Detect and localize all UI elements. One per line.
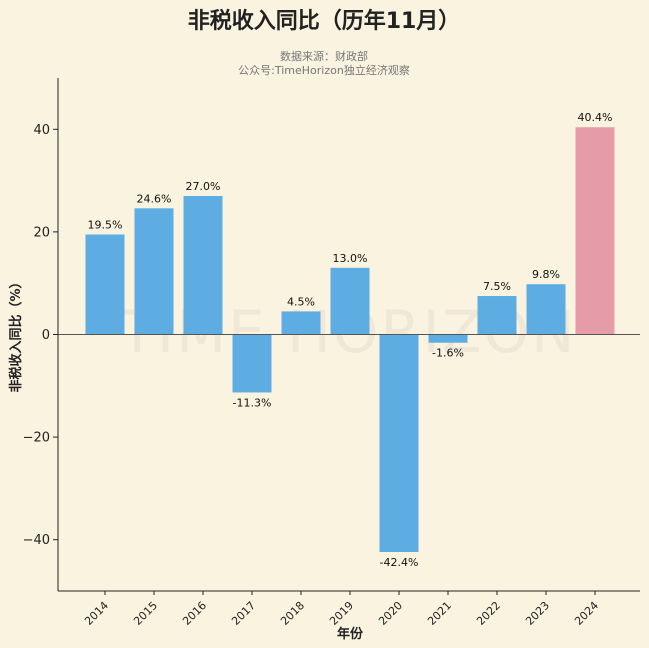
bar-2023 <box>526 284 566 335</box>
data-label-2021: -1.6% <box>432 347 464 360</box>
data-label-2016: 27.0% <box>186 180 221 193</box>
bar-2020 <box>379 334 419 553</box>
data-label-2022: 7.5% <box>483 280 511 293</box>
x-tick-label-2019: 2019 <box>327 599 356 628</box>
chart-subtitle-account: 公众号:TimeHorizon独立经济观察 <box>238 63 410 77</box>
x-tick-label-2017: 2017 <box>229 599 258 628</box>
chart-title: 非税收入同比（历年11月） <box>188 8 461 34</box>
bar-2018 <box>281 311 321 335</box>
bar-group <box>85 127 615 553</box>
bar-2022 <box>477 296 517 335</box>
x-tick-label-2023: 2023 <box>523 599 552 628</box>
x-tick-label-2015: 2015 <box>131 599 160 628</box>
data-label-2020: -42.4% <box>380 556 419 569</box>
y-tick-label: 0 <box>42 328 50 343</box>
chart-subtitle-source: 数据来源：财政部 <box>280 49 368 63</box>
x-axis-label: 年份 <box>337 626 364 642</box>
bar-2021 <box>428 334 468 343</box>
data-label-2014: 19.5% <box>88 218 123 231</box>
bar-2019 <box>330 267 370 335</box>
y-tick-label: 20 <box>33 225 50 240</box>
x-tick-label-2014: 2014 <box>82 599 111 628</box>
x-tick-group: 2014 2015 2016 2017 2018 2019 2020 2021 2022 2023… <box>82 591 601 628</box>
x-tick-label-2022: 2022 <box>474 599 503 628</box>
plot-area: TIME HORIZON 19.5%24.6%27.0%-11.3%4.5%13… <box>23 78 640 628</box>
x-tick-label-2020: 2020 <box>376 599 405 628</box>
bar-2015 <box>134 208 174 335</box>
bar-2024 <box>575 127 615 335</box>
data-label-2015: 24.6% <box>137 192 172 205</box>
bar-2014 <box>85 234 125 335</box>
y-tick-label: −40 <box>23 533 50 548</box>
y-axis-label: 非税收入同比（%） <box>8 275 24 392</box>
y-tick-label: −20 <box>23 431 50 446</box>
x-tick-label-2018: 2018 <box>278 599 307 628</box>
y-tick-label: 40 <box>33 123 50 138</box>
data-label-2024: 40.4% <box>578 111 613 124</box>
x-tick-label-2016: 2016 <box>180 599 209 628</box>
y-tick-group: −40 −20 0 20 40 <box>23 123 58 548</box>
bar-2016 <box>183 195 223 335</box>
data-label-2023: 9.8% <box>532 268 560 281</box>
x-tick-label-2021: 2021 <box>425 599 454 628</box>
x-tick-label-2024: 2024 <box>572 599 601 628</box>
data-label-group: 19.5% 24.6% 27.0% -11.3% 4.5% 13.0% -42.4% -1.6… <box>88 111 613 569</box>
data-label-2018: 4.5% <box>287 295 315 308</box>
bar-2017 <box>232 334 272 393</box>
data-label-2019: 13.0% <box>333 252 368 265</box>
data-label-2017: -11.3% <box>233 396 272 409</box>
